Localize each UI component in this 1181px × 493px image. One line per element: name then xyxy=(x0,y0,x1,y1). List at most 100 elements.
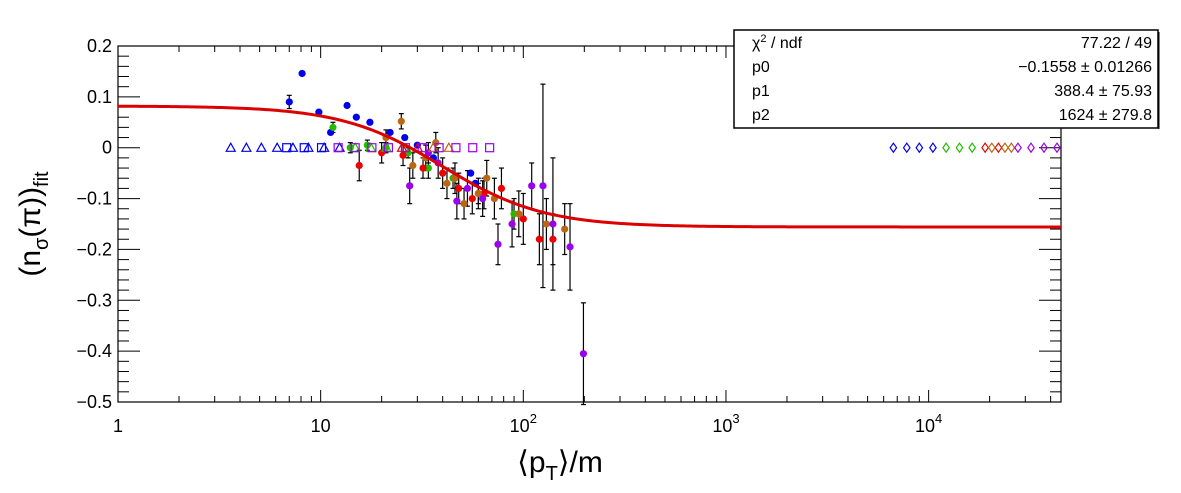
fit-curve xyxy=(117,104,1061,229)
data-point-dot xyxy=(298,69,306,78)
data-point-triangle xyxy=(443,141,455,152)
data-point-dot xyxy=(549,235,557,243)
data-point-dot xyxy=(399,151,407,159)
stats-label: p2 xyxy=(752,107,770,124)
x-tick-label: 10 xyxy=(311,416,331,436)
data-point-dot xyxy=(419,164,427,172)
x-tick-base: 10 xyxy=(510,416,530,436)
data-point-dot xyxy=(409,161,417,170)
data-point-square xyxy=(451,143,461,153)
data-point-triangle xyxy=(225,141,237,152)
fit-stats-box: χ2 / ndf 77.22 / 49 p0 −0.1558 ± 0.01266 p1 3… xyxy=(733,29,1160,129)
x-tick-exponent: 4 xyxy=(935,411,942,426)
y-title-part: (π)) xyxy=(14,187,47,238)
data-point-triangle xyxy=(255,141,267,152)
stats-value: 388.4 ± 75.93 xyxy=(1054,83,1152,100)
plot-frame xyxy=(117,45,1062,403)
data-point-triangle xyxy=(271,141,283,152)
data-point-square xyxy=(468,143,478,153)
data-point-dot xyxy=(508,220,516,228)
data-point-dot xyxy=(494,240,502,248)
y-tick-label: −0.2 xyxy=(76,239,112,259)
x-tick-label: 104 xyxy=(915,411,942,436)
data-point-dot xyxy=(549,220,557,228)
data-point-square xyxy=(417,143,427,153)
data-point-diamond xyxy=(1014,142,1022,154)
data-point-dot xyxy=(443,179,451,187)
data-point-dot xyxy=(366,118,374,126)
data-point-diamond xyxy=(915,142,924,154)
y-tick-label: −0.4 xyxy=(76,341,112,361)
x-title-part: ⟨p xyxy=(517,446,545,479)
data-point-dot xyxy=(535,235,543,243)
stats-label-rest: / ndf xyxy=(767,35,803,52)
x-tick-label: 1 xyxy=(113,416,123,436)
data-point-dot xyxy=(460,200,468,208)
data-point-dot xyxy=(483,174,491,182)
data-point-dot xyxy=(386,128,394,137)
data-point-dot xyxy=(424,164,432,172)
data-point-diamond xyxy=(955,142,964,154)
data-point-dot xyxy=(561,225,569,233)
data-point-dot xyxy=(439,169,447,177)
y-title-part: (n xyxy=(14,250,47,277)
stats-label-main: χ xyxy=(752,35,761,52)
stats-box-frame xyxy=(733,29,1159,129)
data-point-dot xyxy=(343,101,351,110)
x-tick-exponent: 2 xyxy=(530,411,537,426)
data-markers xyxy=(225,69,1061,358)
x-tick-label: 102 xyxy=(510,411,537,436)
data-point-diamond xyxy=(1040,142,1048,154)
data-point-square xyxy=(485,143,495,153)
data-point-dot xyxy=(519,215,527,223)
y-title-sub: σ xyxy=(31,237,53,250)
data-point-dot xyxy=(468,194,476,203)
x-title-part: ⟩/m xyxy=(558,446,603,479)
data-point-dot xyxy=(467,169,475,177)
y-tick-label: −0.3 xyxy=(76,290,112,310)
y-tick-label: 0.2 xyxy=(87,36,112,56)
data-point-square xyxy=(282,143,292,153)
data-point-diamond xyxy=(1007,142,1016,154)
x-tick-base: 10 xyxy=(712,416,732,436)
stats-label-main: p1 xyxy=(752,83,770,100)
stats-label-main: p2 xyxy=(752,107,770,124)
data-point-dot xyxy=(479,194,487,203)
data-point-dot xyxy=(401,133,409,142)
data-point-dot xyxy=(566,243,574,251)
data-point-diamond xyxy=(1053,142,1061,154)
data-point-diamond xyxy=(942,142,951,154)
data-point-dot xyxy=(329,123,337,131)
stats-value: 77.22 / 49 xyxy=(1081,35,1152,52)
data-point-dot xyxy=(579,350,588,358)
y-title-sub: fit xyxy=(31,171,53,187)
data-point-square xyxy=(299,143,309,153)
data-point-dot xyxy=(474,189,482,198)
data-point-diamond xyxy=(928,142,937,154)
data-point-diamond xyxy=(1027,142,1035,154)
data-point-dot xyxy=(515,210,523,218)
data-point-dot xyxy=(352,113,360,121)
x-tick-base: 1 xyxy=(113,416,123,436)
data-point-dot xyxy=(463,184,472,192)
data-point-diamond xyxy=(981,142,990,154)
stats-label: p0 xyxy=(752,59,770,76)
data-point-diamond xyxy=(902,142,911,154)
y-axis-title: (nσ(π))fit xyxy=(14,171,53,277)
y-tick-labels: 0.2 0.1 0 −0.1 −0.2 −0.3 −0.4 −0.5 xyxy=(76,36,112,412)
y-tick-label: −0.5 xyxy=(76,392,112,412)
x-tick-labels: 1 10 102 103 104 xyxy=(113,411,942,436)
data-point-square xyxy=(333,143,343,153)
data-point-dot xyxy=(542,220,551,228)
data-point-square xyxy=(350,143,360,153)
data-point-dot xyxy=(539,182,547,190)
data-point-dot xyxy=(453,197,461,205)
x-tick-base: 10 xyxy=(915,416,935,436)
x-tick-label: 103 xyxy=(712,411,739,436)
stats-label: p1 xyxy=(752,83,770,100)
stats-value: −0.1558 ± 0.01266 xyxy=(1018,59,1152,76)
data-point-dot xyxy=(455,184,463,192)
y-tick-label: 0 xyxy=(102,138,112,158)
data-point-square xyxy=(434,143,444,153)
